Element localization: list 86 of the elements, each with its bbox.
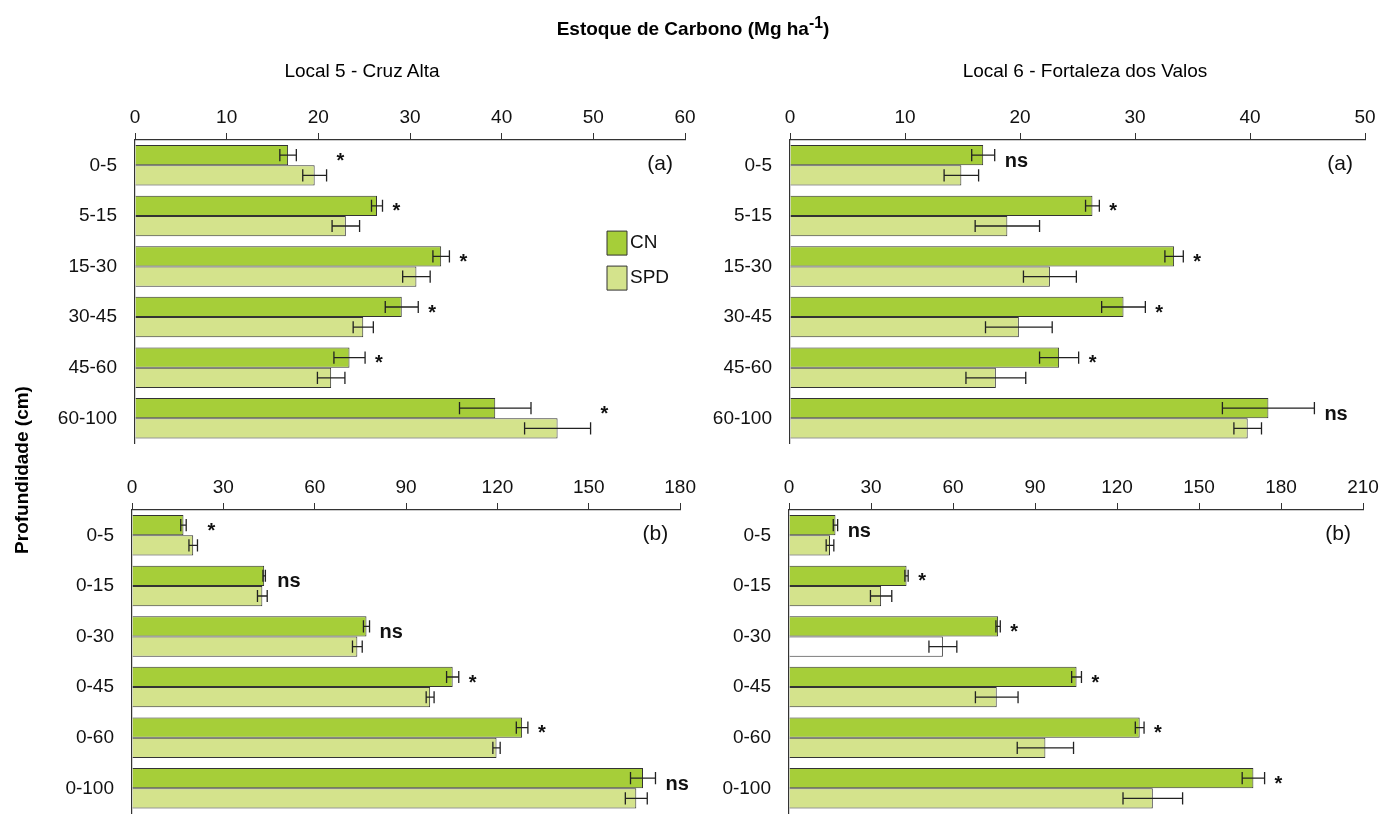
annotation: * — [1091, 670, 1100, 693]
annotation: * — [375, 351, 384, 374]
legend-label: SPD — [630, 266, 670, 288]
annotation: ns — [379, 620, 403, 643]
y-tick-label: 0-5 — [89, 153, 117, 175]
x-tick-label: 50 — [582, 105, 604, 127]
x-tick-label: 0 — [783, 475, 795, 497]
x-tick-label: 90 — [395, 475, 417, 497]
annotation: * — [1193, 250, 1202, 273]
annotation: (b) — [642, 520, 669, 544]
y-tick-label: 60-100 — [57, 406, 117, 428]
x-tick-label: 150 — [572, 475, 605, 497]
x-tick-label: 0 — [784, 105, 796, 127]
x-tick-label: 60 — [674, 105, 696, 127]
y-tick-label: 60-100 — [712, 406, 772, 428]
y-tick-label: 5-15 — [78, 204, 117, 226]
annotation: (a) — [647, 150, 673, 174]
y-tick-label: 0-5 — [86, 523, 114, 545]
annotation: ns — [1004, 148, 1029, 171]
x-tick-label: 90 — [1024, 475, 1046, 497]
x-tick-label: 30 — [399, 105, 421, 127]
annotation: * — [336, 148, 345, 171]
x-tick-label: 0 — [129, 105, 141, 127]
x-tick-label: 10 — [216, 105, 238, 127]
legend-label: CN — [630, 231, 658, 253]
x-tick-label: 30 — [860, 475, 882, 497]
y-tick-label: 0-15 — [75, 574, 114, 596]
annotation: * — [468, 670, 477, 693]
annotation: * — [459, 250, 468, 273]
annotation: * — [600, 401, 609, 424]
chart-title: Estoque de Carbono (Mg ha$^{-1}$) — [555, 14, 831, 41]
y-tick-label: 0-5 — [743, 523, 771, 545]
y-tick-label: 45-60 — [68, 355, 117, 377]
x-tick-label: 210 — [1347, 475, 1379, 497]
annotation: ns — [847, 518, 871, 541]
annotation: * — [1155, 300, 1164, 323]
annotation: * — [1274, 771, 1283, 794]
y-tick-label: 0-100 — [722, 776, 771, 798]
x-tick-label: 30 — [212, 475, 234, 497]
annotation: (b) — [1325, 520, 1351, 544]
annotation: ns — [665, 771, 689, 794]
y-tick-label: 30-45 — [68, 305, 117, 327]
y-tick-label: 0-100 — [65, 776, 114, 798]
x-tick-label: 180 — [1265, 475, 1297, 497]
y-tick-label: 0-45 — [732, 675, 771, 697]
x-tick-label: 20 — [1009, 105, 1031, 127]
y-tick-label: 5-15 — [733, 204, 772, 226]
y-tick-label: 0-30 — [75, 624, 114, 646]
y-tick-label: 0-15 — [732, 574, 771, 596]
annotation: ns — [1324, 401, 1348, 424]
annotation: * — [392, 199, 401, 222]
x-tick-label: 40 — [1239, 105, 1261, 127]
annotation: ns — [277, 569, 301, 592]
y-tick-label: 0-45 — [75, 675, 114, 697]
x-tick-label: 10 — [894, 105, 916, 127]
x-tick-label: 50 — [1354, 105, 1376, 127]
annotation: (a) — [1327, 150, 1353, 174]
y-tick-label: 15-30 — [68, 254, 117, 276]
x-tick-label: 180 — [664, 475, 696, 497]
annotation: * — [207, 518, 216, 541]
annotation: * — [1088, 351, 1097, 374]
annotation: * — [1109, 199, 1118, 222]
x-tick-label: 30 — [1124, 105, 1146, 127]
y-tick-label: 0-5 — [744, 153, 772, 175]
x-tick-label: 120 — [1101, 475, 1133, 497]
x-tick-label: 120 — [481, 475, 514, 497]
y-tick-label: 30-45 — [723, 305, 772, 327]
x-tick-label: 60 — [942, 475, 964, 497]
annotation: * — [537, 721, 546, 744]
annotation: * — [428, 300, 437, 323]
x-tick-label: 40 — [491, 105, 513, 127]
annotation: * — [1010, 620, 1019, 643]
annotation: * — [1154, 721, 1163, 744]
y-tick-label: 0-60 — [75, 725, 114, 747]
y-tick-label: 15-30 — [723, 254, 772, 276]
annotation: * — [918, 569, 927, 592]
chart-subtitle: Local 5 - Cruz Alta — [283, 60, 441, 82]
y-tick-label: 0-30 — [732, 624, 771, 646]
y-tick-label: 45-60 — [723, 355, 772, 377]
x-tick-label: 0 — [126, 475, 138, 497]
x-tick-label: 60 — [304, 475, 326, 497]
x-tick-label: 20 — [307, 105, 329, 127]
x-tick-label: 150 — [1183, 475, 1215, 497]
chart-subtitle: Local 6 - Fortaleza dos Valos — [961, 60, 1209, 82]
y-tick-label: 0-60 — [732, 725, 771, 747]
y-axis-title: Profundidade (cm) — [11, 386, 33, 554]
